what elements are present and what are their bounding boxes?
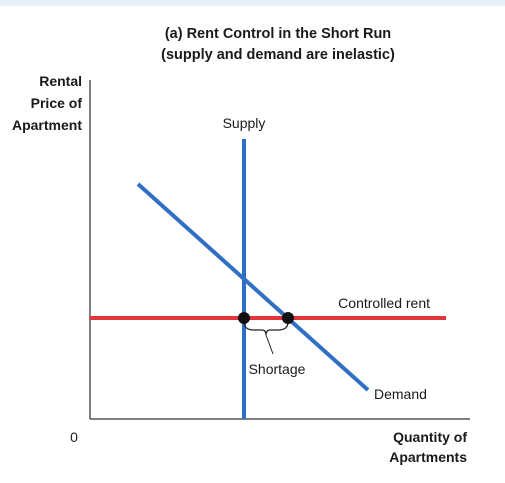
demand-curve: [136, 182, 370, 392]
controlled-rent-label: Controlled rent: [338, 295, 430, 311]
quantity-demanded-point: [282, 312, 294, 324]
y-axis-label-line-3: Apartment: [12, 117, 82, 133]
shortage-pointer: [265, 334, 274, 355]
supply-label: Supply: [223, 115, 266, 131]
shortage-label: Shortage: [249, 361, 306, 377]
x-axis-label-line-1: Quantity of: [393, 429, 467, 445]
x-axis-label-line-2: Apartments: [389, 449, 467, 465]
quantity-supplied-point: [238, 312, 250, 324]
y-axis-label-line-2: Price of: [31, 95, 83, 111]
y-axis-label-line-1: Rental: [39, 73, 82, 89]
title-line-1: (a) Rent Control in the Short Run: [165, 26, 391, 42]
header-band: [0, 0, 505, 6]
shortage-brace: [243, 321, 289, 336]
title-line-2: (supply and demand are inelastic): [161, 47, 395, 63]
origin-label: 0: [70, 429, 78, 445]
demand-label: Demand: [374, 386, 427, 402]
